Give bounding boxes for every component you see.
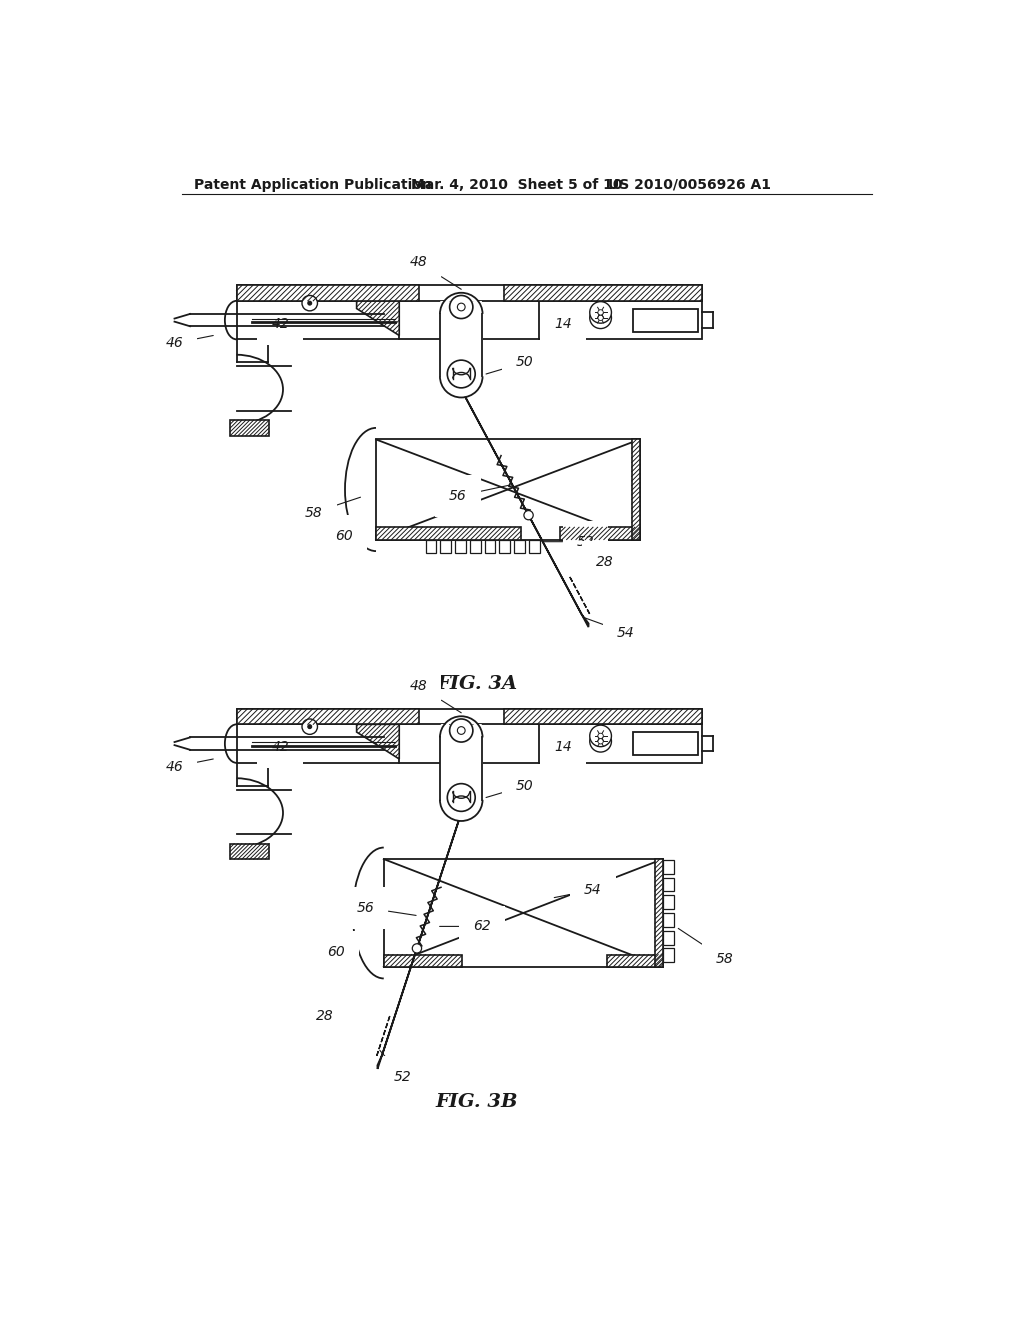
Bar <box>528 540 540 553</box>
Bar <box>237 285 701 339</box>
Text: 50: 50 <box>486 779 534 797</box>
Polygon shape <box>569 576 590 614</box>
Bar <box>440 738 483 800</box>
Bar <box>632 440 640 540</box>
Text: 28: 28 <box>596 556 614 569</box>
Bar <box>663 913 674 927</box>
Bar <box>633 309 697 331</box>
Text: 28: 28 <box>315 1008 334 1023</box>
Circle shape <box>450 719 473 742</box>
Text: Patent Application Publication: Patent Application Publication <box>194 178 432 191</box>
Text: 58: 58 <box>678 928 733 966</box>
Text: 52: 52 <box>380 1051 412 1084</box>
Bar <box>237 709 419 725</box>
Bar <box>426 540 436 553</box>
Text: 46: 46 <box>166 335 213 350</box>
Bar <box>504 709 701 725</box>
Circle shape <box>413 944 422 953</box>
Circle shape <box>524 511 534 520</box>
Text: FIG. 3B: FIG. 3B <box>435 1093 518 1110</box>
Circle shape <box>458 726 465 734</box>
Polygon shape <box>356 301 399 335</box>
Text: FIG. 3A: FIG. 3A <box>436 675 517 693</box>
Circle shape <box>308 301 311 305</box>
Circle shape <box>458 304 465 312</box>
Circle shape <box>302 719 317 734</box>
Text: 56: 56 <box>450 484 512 503</box>
Circle shape <box>598 733 603 739</box>
Circle shape <box>590 302 611 323</box>
Text: 50: 50 <box>486 355 534 374</box>
Text: 42: 42 <box>271 741 289 755</box>
Bar <box>514 540 525 553</box>
Bar <box>500 540 510 553</box>
Bar <box>440 314 483 376</box>
Circle shape <box>590 725 611 747</box>
Bar <box>663 931 674 945</box>
Bar <box>376 527 521 540</box>
Circle shape <box>598 310 603 315</box>
Bar <box>633 733 697 755</box>
Bar <box>376 440 640 540</box>
Bar <box>484 540 496 553</box>
Circle shape <box>302 296 317 312</box>
Bar <box>230 843 269 859</box>
Text: 48: 48 <box>410 255 461 289</box>
Text: 14: 14 <box>554 317 572 331</box>
Bar <box>237 709 701 763</box>
Text: 56: 56 <box>356 900 416 916</box>
Bar <box>384 859 663 966</box>
Bar <box>237 285 419 301</box>
Bar <box>230 420 269 436</box>
Text: 60: 60 <box>328 945 345 958</box>
Bar <box>607 954 663 966</box>
Polygon shape <box>440 301 482 314</box>
Bar <box>384 954 462 966</box>
Text: 60: 60 <box>335 529 352 543</box>
Bar <box>440 540 452 553</box>
Text: 62: 62 <box>439 920 492 933</box>
Text: 58: 58 <box>305 498 360 520</box>
Circle shape <box>590 730 611 752</box>
Bar <box>470 540 480 553</box>
Text: 52: 52 <box>543 535 594 549</box>
Text: 54: 54 <box>554 883 602 898</box>
Text: US 2010/0056926 A1: US 2010/0056926 A1 <box>608 178 771 191</box>
Bar <box>663 878 674 891</box>
Bar <box>455 540 466 553</box>
Polygon shape <box>440 725 482 738</box>
Wedge shape <box>440 799 482 821</box>
Text: Mar. 4, 2010  Sheet 5 of 10: Mar. 4, 2010 Sheet 5 of 10 <box>411 178 623 191</box>
Wedge shape <box>440 717 482 738</box>
Polygon shape <box>377 1015 390 1056</box>
Polygon shape <box>456 379 589 627</box>
Polygon shape <box>356 725 399 759</box>
Wedge shape <box>440 376 482 397</box>
Bar <box>655 859 663 966</box>
Bar <box>560 527 640 540</box>
Circle shape <box>598 315 603 321</box>
Text: 48: 48 <box>410 678 461 713</box>
Text: 14: 14 <box>554 741 572 755</box>
Circle shape <box>590 308 611 329</box>
Circle shape <box>598 739 603 744</box>
Polygon shape <box>378 801 465 1069</box>
Circle shape <box>308 725 311 729</box>
Circle shape <box>450 296 473 318</box>
Bar <box>663 948 674 962</box>
Wedge shape <box>440 293 482 314</box>
Text: 42: 42 <box>271 317 289 331</box>
Circle shape <box>447 360 475 388</box>
Text: 54: 54 <box>584 618 635 640</box>
Circle shape <box>447 784 475 812</box>
Bar <box>504 285 701 301</box>
Text: 46: 46 <box>166 759 213 774</box>
Bar <box>663 859 674 874</box>
Bar <box>663 895 674 909</box>
